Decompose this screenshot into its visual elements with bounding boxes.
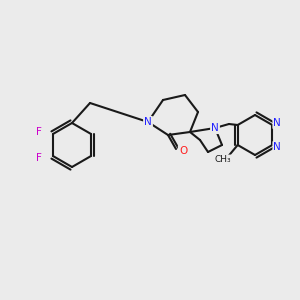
Text: N: N: [211, 123, 219, 133]
Text: F: F: [36, 153, 42, 163]
Text: N: N: [144, 117, 152, 127]
Text: O: O: [179, 146, 187, 156]
Text: CH₃: CH₃: [214, 155, 231, 164]
Text: N: N: [273, 142, 281, 152]
Text: N: N: [273, 118, 281, 128]
Text: F: F: [36, 127, 42, 137]
